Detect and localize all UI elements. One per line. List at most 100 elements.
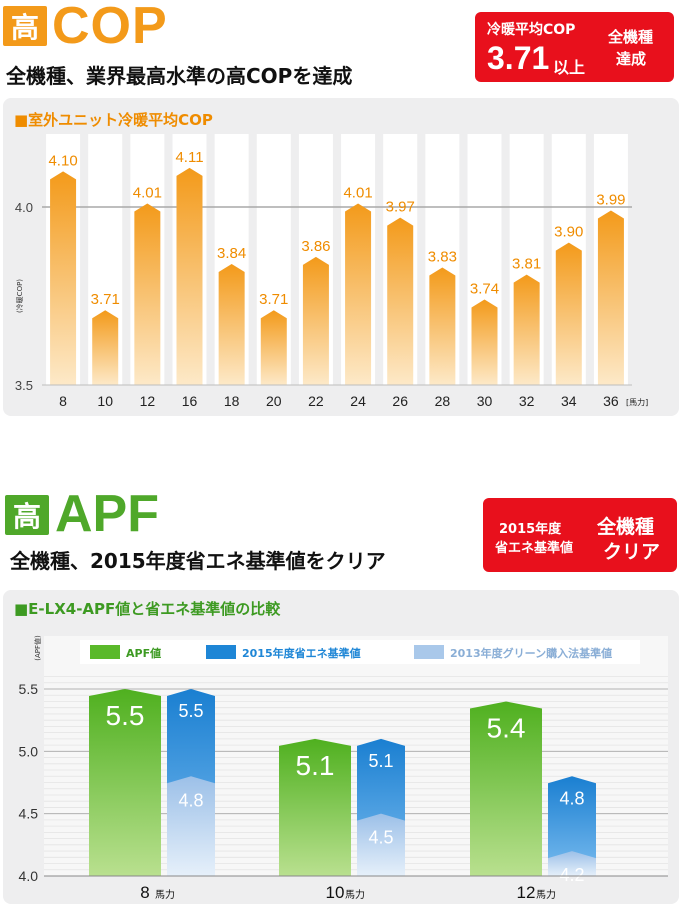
- cop-value-label: 3.99: [596, 192, 625, 209]
- cop-bar: [597, 210, 624, 385]
- cop-value-label: 3.90: [554, 224, 583, 241]
- cop-value-label: 3.71: [259, 291, 288, 308]
- cop-value-label: 3.84: [217, 245, 246, 262]
- apf-2015-label: 5.5: [178, 701, 203, 721]
- apf-2013-label: 4.5: [368, 828, 393, 848]
- apf-highlight-left-2: 省エネ基準値: [495, 541, 574, 556]
- cop-bar: [134, 203, 161, 385]
- cop-value-label: 4.01: [133, 184, 162, 201]
- cop-bar: [176, 167, 203, 385]
- cop-y-tick: 3.5: [15, 378, 33, 393]
- cop-x-tick: 8: [59, 393, 67, 409]
- cop-x-tick: 16: [182, 393, 198, 409]
- apf-bar-2013: [357, 813, 405, 876]
- apf-y-tick: 5.5: [19, 681, 39, 697]
- apf-highlight-right-2: クリア: [603, 541, 661, 563]
- apf-x-unit: 馬力: [155, 888, 175, 901]
- apf-x-tick: 8: [140, 883, 149, 902]
- cop-bar: [50, 171, 77, 385]
- apf-2013-label: 4.2: [559, 865, 584, 885]
- cop-x-tick: 32: [519, 393, 535, 409]
- cop-badge: 高: [3, 6, 47, 46]
- apf-title: APF: [55, 485, 159, 543]
- cop-highlight-label: 冷暖平均COP: [487, 22, 576, 38]
- apf-bar-2013: [167, 776, 215, 876]
- apf-subtitle: 全機種、2015年度省エネ基準値をクリア: [10, 549, 386, 573]
- apf-legend-swatch: [90, 645, 120, 659]
- cop-value-label: 4.11: [175, 149, 203, 166]
- apf-value-label: 5.5: [106, 700, 145, 731]
- apf-x-unit: 馬力: [536, 888, 556, 901]
- cop-x-tick: 12: [140, 393, 156, 409]
- cop-bar: [302, 256, 329, 385]
- cop-subtitle: 全機種、業界最高水準の高COPを達成: [6, 64, 353, 88]
- cop-bar: [218, 263, 245, 385]
- cop-y-label: (冷暖COP): [15, 279, 24, 313]
- cop-value-label: 4.10: [48, 152, 77, 169]
- apf-2013-label: 4.8: [178, 790, 203, 810]
- cop-bar: [92, 310, 119, 385]
- cop-x-tick: 28: [435, 393, 451, 409]
- apf-legend-label: 2015年度省エネ基準値: [242, 646, 361, 660]
- apf-bar-apf: [470, 701, 542, 876]
- apf-2015-label: 4.8: [559, 788, 584, 808]
- apf-value-label: 5.1: [296, 750, 335, 781]
- apf-x-unit: 馬力: [345, 888, 365, 901]
- apf-x-tick: 10: [326, 883, 345, 902]
- cop-bar: [260, 310, 287, 385]
- cop-value-label: 3.71: [91, 291, 120, 308]
- cop-chart-title: ■室外ユニット冷暖平均COP: [14, 111, 213, 129]
- apf-x-tick: 12: [517, 883, 536, 902]
- apf-y-tick: 5.0: [19, 743, 39, 759]
- cop-bar: [429, 267, 456, 385]
- apf-bar-apf: [279, 738, 351, 876]
- apf-y-tick: 4.5: [19, 806, 39, 822]
- cop-value-label: 3.83: [428, 249, 457, 266]
- cop-badge-text: 高: [10, 11, 39, 44]
- cop-x-unit: [馬力]: [626, 397, 648, 407]
- cop-x-tick: 36: [603, 393, 619, 409]
- apf-badge: 高: [5, 495, 49, 535]
- apf-legend-box: [80, 640, 640, 664]
- cop-highlight-box: 冷暖平均COP 3.71 以上 全機種 達成: [475, 12, 674, 82]
- apf-highlight-box: 2015年度 省エネ基準値 全機種 クリア: [483, 498, 677, 572]
- cop-x-tick: 18: [224, 393, 240, 409]
- cop-highlight-right-2: 達成: [616, 50, 647, 68]
- cop-highlight-right-1: 全機種: [608, 28, 654, 46]
- cop-x-tick: 20: [266, 393, 282, 409]
- cop-y-tick: 4.0: [15, 200, 33, 215]
- cop-value-label: 3.81: [512, 256, 541, 273]
- apf-y-label: (APF値): [33, 635, 42, 661]
- apf-bar-apf: [89, 689, 161, 876]
- cop-highlight-suffix: 以上: [553, 58, 586, 77]
- apf-y-tick: 4.0: [19, 868, 39, 884]
- apf-legend-swatch: [206, 645, 236, 659]
- apf-2015-label: 5.1: [368, 751, 393, 771]
- apf-bar-2013: [548, 851, 596, 876]
- cop-bar: [387, 217, 414, 385]
- apf-highlight-right-1: 全機種: [597, 516, 655, 538]
- cop-x-tick: 24: [350, 393, 366, 409]
- cop-bar: [345, 203, 372, 385]
- cop-x-tick: 30: [477, 393, 493, 409]
- apf-badge-text: 高: [12, 500, 41, 533]
- cop-value-label: 3.86: [301, 238, 330, 255]
- apf-highlight-left-1: 2015年度: [499, 522, 562, 537]
- apf-legend-label: 2013年度グリーン購入法基準値: [450, 646, 612, 660]
- cop-value-label: 3.74: [470, 281, 499, 298]
- cop-title: COP: [52, 0, 168, 55]
- apf-chart-title: ■E-LX4-APF値と省エネ基準値の比較: [14, 600, 281, 618]
- cop-x-tick: 22: [308, 393, 324, 409]
- apf-value-label: 5.4: [487, 712, 526, 743]
- cop-x-tick: 10: [97, 393, 113, 409]
- cop-bar: [513, 274, 540, 385]
- cop-highlight-value: 3.71: [487, 40, 550, 76]
- cop-bar: [555, 242, 582, 385]
- cop-chart: 4.10 3.71 4.01 4.11 3.84 3.71 3.86 4.01 3.97 3.83…: [15, 134, 648, 409]
- cop-x-tick: 26: [392, 393, 408, 409]
- apf-legend-label: APF値: [126, 646, 161, 660]
- cop-value-label: 4.01: [343, 184, 372, 201]
- cop-value-label: 3.97: [386, 199, 415, 216]
- apf-legend-swatch: [414, 645, 444, 659]
